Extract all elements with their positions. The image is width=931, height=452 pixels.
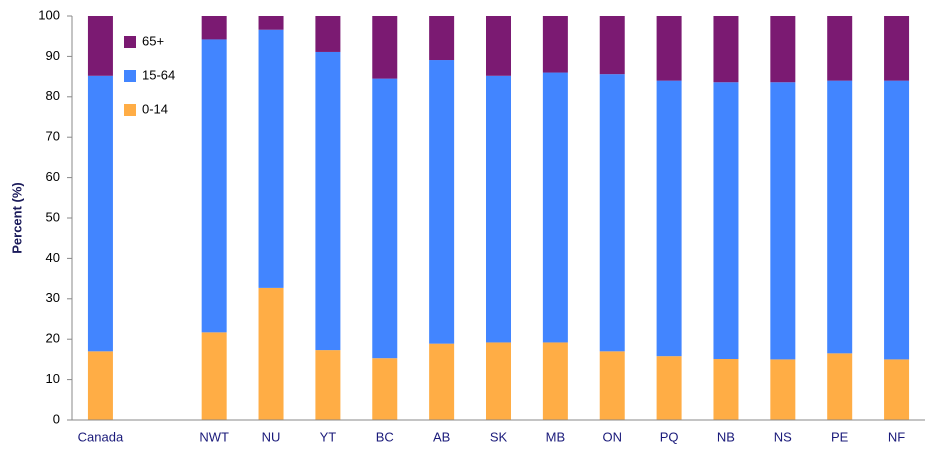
bar-segment	[201, 332, 227, 420]
bar-segment	[429, 16, 455, 61]
legend-label: 0-14	[142, 101, 168, 116]
y-tick-label: 0	[53, 411, 60, 426]
x-tick-label: MB	[546, 429, 566, 444]
bar-segment	[315, 16, 341, 52]
bar-segment	[429, 343, 455, 420]
x-tick-label: NF	[888, 429, 905, 444]
bar-segment	[827, 80, 853, 354]
x-tick-label: BC	[376, 429, 394, 444]
bar-segment	[884, 359, 910, 420]
bar-segment	[486, 75, 511, 343]
legend-swatch	[124, 70, 136, 82]
bar-segment	[486, 16, 511, 76]
x-tick-label: NU	[262, 429, 281, 444]
y-tick-label: 70	[46, 129, 60, 144]
bar-segment	[884, 16, 910, 81]
bar-segment	[201, 16, 227, 40]
bar-segment	[599, 16, 625, 75]
legend-label: 65+	[142, 33, 164, 48]
y-tick-label: 30	[46, 290, 60, 305]
bar-segment	[884, 80, 910, 360]
y-tick-label: 40	[46, 250, 60, 265]
bar-segment	[713, 82, 739, 359]
legend-label: 15-64	[142, 67, 175, 82]
bar-segment	[599, 74, 625, 352]
y-tick-label: 100	[38, 7, 60, 22]
bar-segment	[542, 72, 568, 343]
x-tick-label: YT	[320, 429, 337, 444]
y-axis-label: Percent (%)	[9, 182, 24, 254]
bar-segment	[87, 75, 113, 352]
bar-segment	[542, 16, 568, 73]
bar-segment	[87, 351, 113, 420]
bar-segment	[656, 356, 682, 420]
bar-segment	[315, 350, 341, 420]
bar-segment	[770, 16, 796, 83]
y-tick-label: 60	[46, 169, 60, 184]
bar-segment	[656, 80, 682, 357]
bar-segment	[713, 16, 739, 83]
bar-segment	[429, 60, 455, 344]
bar-segment	[372, 78, 398, 359]
bar-segment	[258, 287, 284, 420]
x-tick-label: Canada	[78, 429, 124, 444]
bar-segment	[713, 358, 739, 420]
bar-segment	[599, 351, 625, 420]
bar-segment	[87, 16, 113, 76]
x-tick-label: ON	[602, 429, 622, 444]
bar-segment	[656, 16, 682, 81]
bar-segment	[201, 39, 227, 333]
bar-segment	[770, 359, 796, 420]
bar-segment	[542, 342, 568, 420]
y-tick-label: 90	[46, 48, 60, 63]
bar-segment	[770, 82, 796, 360]
legend-swatch	[124, 104, 136, 116]
y-tick-label: 20	[46, 331, 60, 346]
bar-segment	[258, 16, 284, 30]
x-tick-label: PQ	[660, 429, 679, 444]
bar-segment	[827, 353, 853, 420]
y-tick-label: 50	[46, 209, 60, 224]
bar-segment	[827, 16, 853, 81]
y-tick-label: 80	[46, 88, 60, 103]
bar-segment	[372, 16, 398, 79]
x-tick-label: PE	[831, 429, 849, 444]
y-tick-label: 10	[46, 371, 60, 386]
x-tick-label: NS	[774, 429, 792, 444]
legend-swatch	[124, 36, 136, 48]
x-tick-label: SK	[490, 429, 508, 444]
x-tick-label: NB	[717, 429, 735, 444]
bar-segment	[486, 342, 511, 420]
bar-segment	[372, 358, 398, 420]
bar-segment	[258, 29, 284, 288]
x-tick-label: AB	[433, 429, 450, 444]
bar-segment	[315, 51, 341, 351]
x-tick-label: NWT	[199, 429, 229, 444]
